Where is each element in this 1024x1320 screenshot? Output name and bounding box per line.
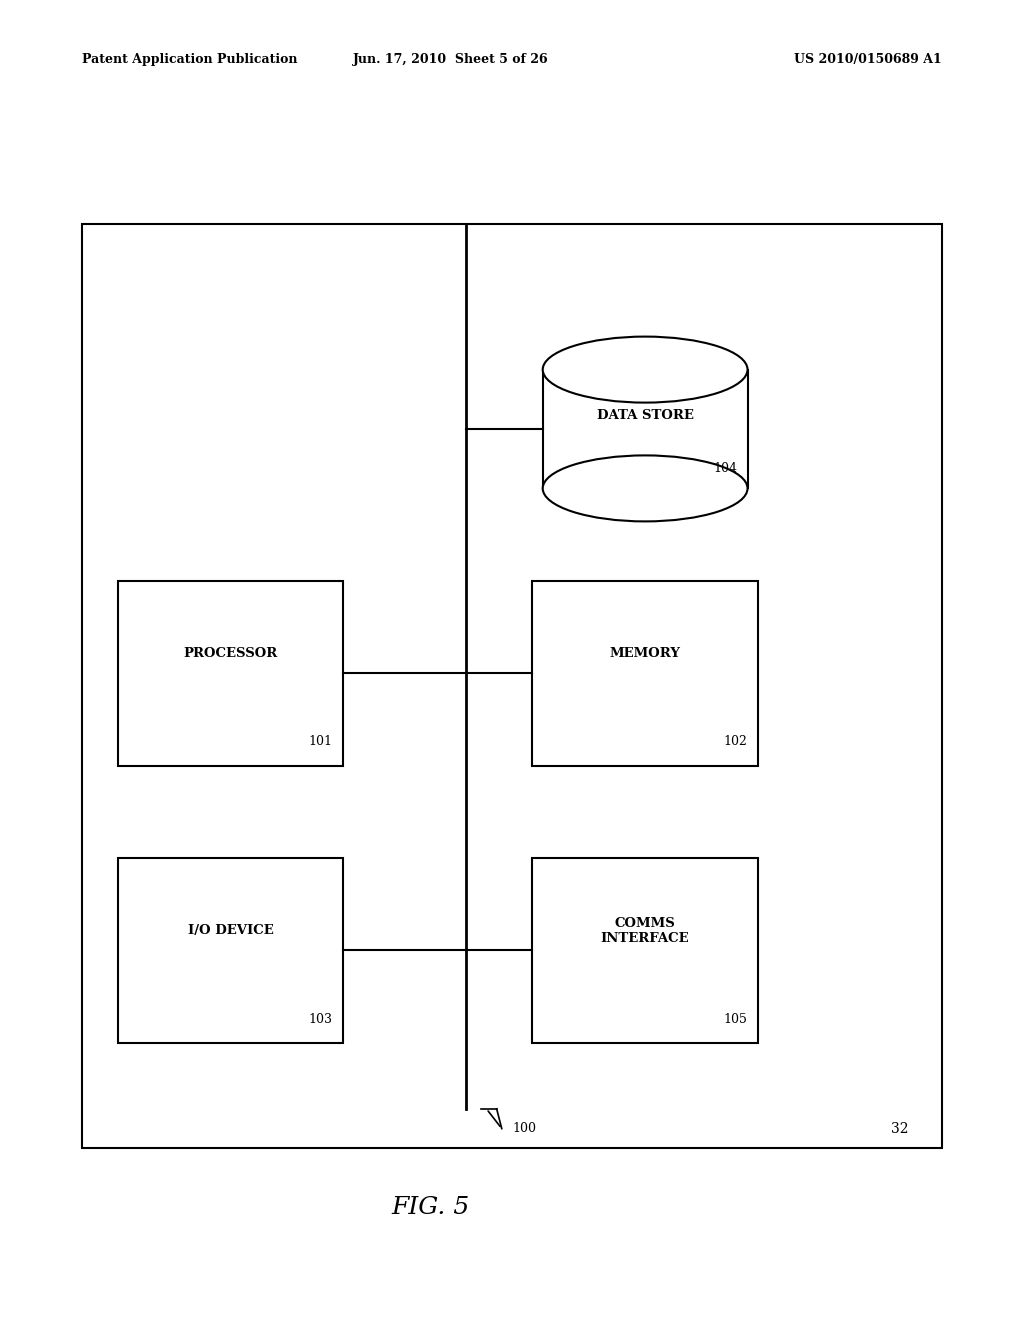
Text: 101: 101 (309, 735, 333, 748)
Text: MEMORY: MEMORY (609, 647, 681, 660)
Bar (82, 224, 942, 1148)
Bar (118, 858, 343, 1043)
Text: 100: 100 (512, 1122, 536, 1135)
Bar (532, 858, 758, 1043)
Bar (118, 581, 343, 766)
Text: COMMS
INTERFACE: COMMS INTERFACE (601, 916, 689, 945)
Bar (532, 581, 758, 766)
Text: 102: 102 (724, 735, 748, 748)
Text: 104: 104 (714, 462, 737, 475)
Text: 32: 32 (891, 1122, 908, 1135)
Text: PROCESSOR: PROCESSOR (183, 647, 278, 660)
Text: 105: 105 (724, 1012, 748, 1026)
Text: US 2010/0150689 A1: US 2010/0150689 A1 (795, 53, 942, 66)
Text: 103: 103 (309, 1012, 333, 1026)
Text: I/O DEVICE: I/O DEVICE (187, 924, 273, 937)
Text: FIG. 5: FIG. 5 (391, 1196, 469, 1220)
Ellipse shape (543, 455, 748, 521)
Text: Patent Application Publication: Patent Application Publication (82, 53, 297, 66)
Text: Jun. 17, 2010  Sheet 5 of 26: Jun. 17, 2010 Sheet 5 of 26 (352, 53, 549, 66)
Text: DATA STORE: DATA STORE (597, 409, 693, 422)
Ellipse shape (543, 337, 748, 403)
Bar (543, 370, 748, 488)
